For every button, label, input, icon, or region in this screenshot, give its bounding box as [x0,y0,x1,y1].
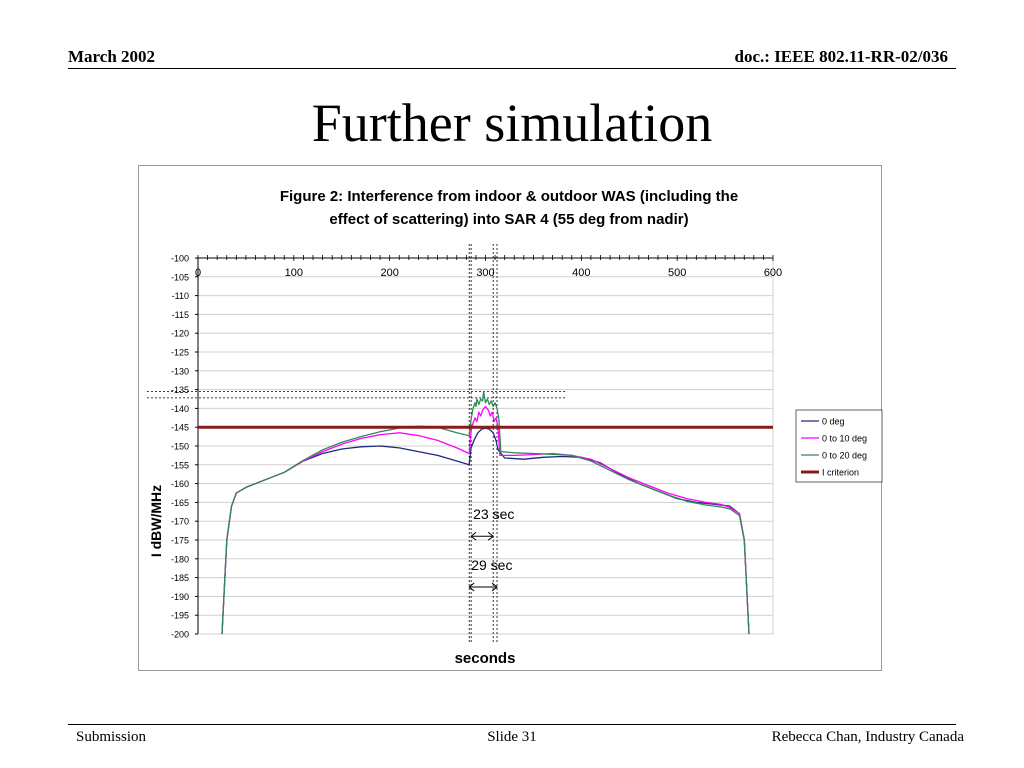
chart-frame: Figure 2: Interference from indoor & out… [138,165,883,671]
legend-box [795,409,883,483]
y-tick-label: -165 [171,498,189,508]
annotation-arrowhead-left [468,582,475,592]
annotation-arrowhead-right [491,582,498,592]
header-doc-id: doc.: IEEE 802.11-RR-02/036 [734,47,948,66]
legend-label-0: 0 deg [822,417,845,427]
y-tick-label: -115 [172,310,189,320]
legend-label-1: 0 to 10 deg [822,434,867,444]
footer-author: Rebecca Chan, Industry Canada [771,729,964,745]
y-tick-label: -160 [171,479,189,489]
annotation-label: 29 sec [471,557,512,573]
x-tick-label: 600 [764,267,782,279]
header-date: March 2002 [68,47,156,66]
x-tick-label: 0 [195,267,201,279]
y-tick-label: -135 [171,385,189,395]
series-line-0 [221,427,750,635]
header-divider [68,68,956,69]
y-tick-label: -100 [171,254,189,264]
slide-title: Further simulation [311,93,713,153]
chart-reference-lines [147,244,567,642]
y-tick-label: -170 [171,517,189,527]
legend-label-2: 0 to 20 deg [822,451,867,461]
annotation-label: 23 sec [473,506,514,522]
annotation-arrowhead-left [470,531,477,541]
series-line-1 [221,405,750,635]
y-tick-label: -175 [171,536,189,546]
y-tick-label: -120 [171,329,189,339]
y-tick-label: -105 [171,272,189,282]
chart-title-line1: Figure 2: Interference from indoor & out… [280,188,738,205]
y-tick-label: -150 [171,442,189,452]
x-tick-label: 500 [668,267,686,279]
y-tick-label: -125 [171,348,189,358]
x-tick-label: 200 [380,267,398,279]
chart-series [198,390,773,635]
legend-label-3: I criterion [822,468,859,478]
y-tick-label: -190 [171,592,189,602]
y-tick-label: -200 [171,630,189,640]
chart-title-line2: effect of scattering) into SAR 4 (55 deg… [329,211,688,228]
footer-slide-number: Slide 31 [487,729,537,745]
y-tick-label: -185 [171,573,189,583]
annotation-arrowhead-right [487,531,494,541]
x-tick-label: 100 [285,267,303,279]
chart-ticks: -100 -105 -110 -115 -120 -125 -130 -135 -140 -145… [171,254,782,640]
series-line-2 [221,390,750,635]
y-tick-label: -195 [171,611,189,621]
x-axis-label: seconds [455,650,516,667]
y-tick-label: -110 [172,291,189,301]
y-axis-label: I dBW/MHz [148,485,164,557]
y-tick-label: -180 [171,554,189,564]
x-tick-label: 300 [476,267,494,279]
footer-submission: Submission [76,729,147,745]
x-tick-label: 400 [572,267,590,279]
chart-grid [198,257,773,635]
y-tick-label: -140 [171,404,189,414]
footer-divider [68,724,956,725]
chart-legend: 0 deg 0 to 10 deg 0 to 20 deg I criterion [795,409,883,483]
y-tick-label: -130 [171,366,189,376]
y-tick-label: -155 [171,460,189,470]
chart-annotations: 23 sec 29 sec [468,506,514,592]
y-tick-label: -145 [171,423,189,433]
chart-svg: Figure 2: Interference from indoor & out… [147,188,883,667]
